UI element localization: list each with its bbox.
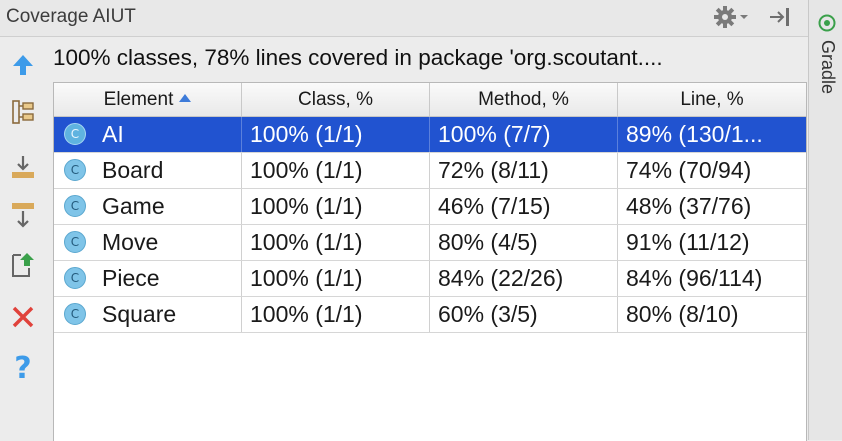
class-icon: C	[64, 123, 86, 145]
column-header-class[interactable]: Class, %	[242, 83, 430, 116]
close-icon	[11, 305, 35, 334]
table-row[interactable]: C AI 100% (1/1) 100% (7/7) 89% (130/1...	[54, 117, 806, 153]
cell-method: 100% (7/7)	[430, 117, 618, 152]
gradle-icon	[818, 14, 836, 32]
coverage-table: Element Class, % Method, % Line, % C AI 10…	[53, 82, 807, 441]
element-name: Square	[102, 301, 177, 327]
element-name: Piece	[102, 265, 160, 291]
arrow-up-icon	[11, 53, 35, 82]
table-row[interactable]: C Game 100% (1/1) 46% (7/15) 48% (37/76)	[54, 189, 806, 225]
table-row[interactable]: C Piece 100% (1/1) 84% (22/26) 84% (96/114)	[54, 261, 806, 297]
cell-element: C Move	[54, 225, 242, 260]
cell-element: C Piece	[54, 261, 242, 296]
cell-class: 100% (1/1)	[242, 261, 430, 296]
cell-class: 100% (1/1)	[242, 117, 430, 152]
cell-element: C AI	[54, 117, 242, 152]
element-name: AI	[102, 121, 124, 147]
cell-element: C Board	[54, 153, 242, 188]
cell-line: 84% (96/114)	[626, 265, 763, 291]
hide-panel-icon	[767, 8, 795, 33]
gear-icon	[712, 4, 738, 30]
import-button[interactable]	[8, 154, 38, 184]
go-up-button[interactable]	[8, 52, 38, 82]
chevron-down-icon	[738, 12, 750, 22]
column-header-element[interactable]: Element	[54, 83, 242, 116]
class-icon: C	[64, 195, 86, 217]
cell-line: 91% (11/12)	[626, 229, 750, 255]
sort-ascending-icon	[179, 93, 192, 102]
column-header-line[interactable]: Line, %	[680, 89, 744, 110]
class-icon: C	[64, 267, 86, 289]
cell-class: 100% (1/1)	[242, 225, 430, 260]
cell-class: 100% (1/1)	[242, 297, 430, 332]
cell-class: 100% (1/1)	[242, 153, 430, 188]
cell-method: 84% (22/26)	[430, 261, 618, 296]
hierarchy-icon	[10, 99, 36, 130]
cell-line: 74% (70/94)	[626, 157, 752, 183]
cell-line: 48% (37/76)	[626, 193, 752, 219]
class-icon: C	[64, 159, 86, 181]
table-row[interactable]: C Square 100% (1/1) 60% (3/5) 80% (8/10)	[54, 297, 806, 333]
export-report-icon	[10, 250, 36, 283]
settings-menu-button[interactable]	[712, 4, 754, 30]
table-header: Element Class, % Method, % Line, %	[54, 83, 806, 117]
help-icon: ?	[14, 350, 32, 386]
element-name: Move	[102, 229, 159, 255]
tool-window-title: Coverage AIUT	[6, 6, 136, 27]
upload-icon	[10, 201, 36, 234]
cell-element: C Game	[54, 189, 242, 224]
cell-element: C Square	[54, 297, 242, 332]
tool-window-header: Coverage AIUT	[0, 0, 808, 37]
table-row[interactable]: C Board 100% (1/1) 72% (8/11) 74% (70/94)	[54, 153, 806, 189]
cell-method: 80% (4/5)	[430, 225, 618, 260]
cell-method: 72% (8/11)	[430, 153, 618, 188]
class-icon: C	[64, 231, 86, 253]
help-button[interactable]: ?	[8, 350, 38, 386]
export-button[interactable]	[8, 202, 38, 232]
coverage-summary: 100% classes, 78% lines covered in packa…	[53, 45, 663, 70]
element-name: Game	[102, 193, 165, 219]
flatten-packages-button[interactable]	[8, 99, 38, 129]
cell-line: 80% (8/10)	[626, 301, 739, 327]
element-name: Board	[102, 157, 164, 183]
table-row[interactable]: C Move 100% (1/1) 80% (4/5) 91% (11/12)	[54, 225, 806, 261]
cell-method: 60% (3/5)	[430, 297, 618, 332]
cell-class: 100% (1/1)	[242, 189, 430, 224]
coverage-toolbar: ?	[0, 37, 46, 440]
gradle-tab-label: Gradle	[818, 40, 838, 95]
cell-line: 89% (130/1...	[626, 121, 763, 147]
gradle-side-tab[interactable]: Gradle	[808, 0, 842, 440]
cell-method: 46% (7/15)	[430, 189, 618, 224]
column-header-method[interactable]: Method, %	[430, 83, 618, 116]
download-icon	[10, 154, 36, 185]
close-button[interactable]	[8, 304, 38, 334]
generate-report-button[interactable]	[8, 251, 38, 281]
hide-panel-button[interactable]	[767, 5, 795, 29]
class-icon: C	[64, 303, 86, 325]
